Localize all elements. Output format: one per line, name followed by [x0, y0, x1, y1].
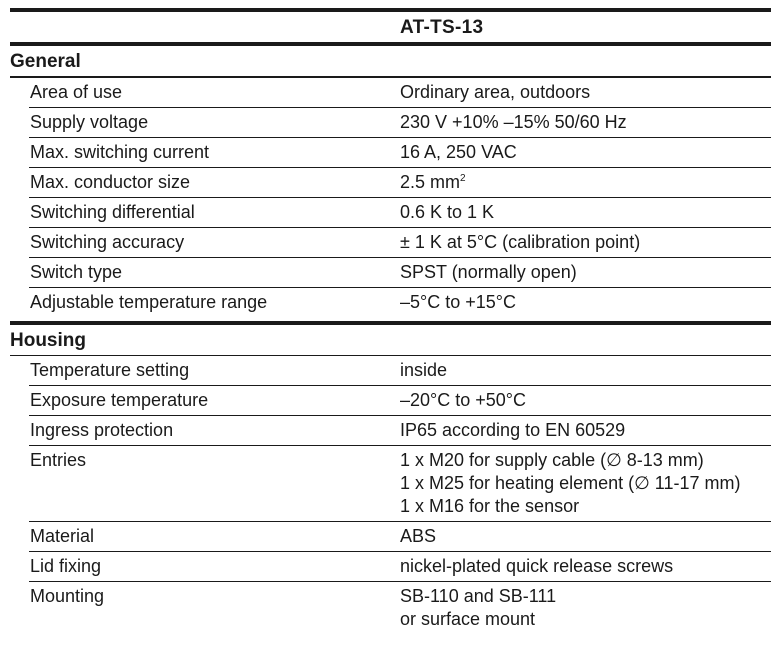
table-row: Temperature setting inside: [29, 356, 771, 386]
row-value: IP65 according to EN 60529: [400, 419, 771, 442]
row-value: Ordinary area, outdoors: [400, 81, 771, 104]
value-line: 1 x M25 for heating element (∅ 11-17 mm): [400, 473, 741, 493]
value-line: 2.5 mm2: [400, 171, 771, 194]
section-divider: [10, 320, 771, 325]
model-name: AT-TS-13: [400, 17, 484, 38]
row-value: 1 x M20 for supply cable (∅ 8-13 mm) 1 x …: [400, 449, 771, 518]
row-label: Entries: [30, 450, 87, 470]
table-row: Mounting SB-110 and SB-111 or surface moun…: [29, 582, 771, 634]
value-text: 2.5 mm: [400, 171, 461, 192]
row-value: 16 A, 250 VAC: [400, 141, 771, 164]
table-row: Exposure temperature –20°C to +50°C: [29, 386, 771, 416]
table-row: Adjustable temperature range –5°C to +15°…: [29, 288, 771, 317]
row-value: –5°C to +15°C: [400, 291, 771, 314]
row-value: –20°C to +50°C: [400, 389, 771, 412]
row-value: SPST (normally open): [400, 261, 771, 284]
row-value: 2.5 mm2: [400, 171, 771, 194]
table-row: Entries 1 x M20 for supply cable (∅ 8-13 …: [29, 446, 771, 522]
table-header: AT-TS-13: [10, 12, 771, 42]
table-row: Ingress protection IP65 according to EN 6…: [29, 416, 771, 446]
table-row: Supply voltage 230 V +10% –15% 50/60 Hz: [29, 108, 771, 138]
row-label: Material: [30, 526, 95, 546]
row-label: Max. switching current: [30, 141, 210, 162]
row-label: Temperature setting: [30, 360, 190, 380]
value-line: IP65 according to EN 60529: [400, 420, 626, 440]
section-general: Area of use Ordinary area, outdoors Suppl…: [10, 78, 771, 317]
table-row: Lid fixing nickel-plated quick release sc…: [29, 552, 771, 582]
value-line: 1 x M20 for supply cable (∅ 8-13 mm): [400, 450, 704, 470]
section-housing: Temperature setting inside Exposure tempe…: [10, 356, 771, 634]
table-row: Switching differential 0.6 K to 1 K: [29, 198, 771, 228]
row-label: Switch type: [30, 261, 123, 282]
value-line: –5°C to +15°C: [400, 291, 516, 312]
row-label: Switching differential: [30, 201, 195, 222]
value-line: ± 1 K at 5°C (calibration point): [400, 231, 641, 252]
row-value: 0.6 K to 1 K: [400, 201, 771, 224]
value-line: –20°C to +50°C: [400, 390, 526, 410]
value-line: 0.6 K to 1 K: [400, 201, 495, 222]
table-row: Max. switching current 16 A, 250 VAC: [29, 138, 771, 168]
section-title-general: General: [10, 51, 81, 72]
row-value: ABS: [400, 525, 771, 548]
value-line: SPST (normally open): [400, 261, 577, 282]
value-line: SB-110 and SB-111: [400, 586, 557, 606]
section-title-housing: Housing: [10, 329, 86, 351]
row-value: ± 1 K at 5°C (calibration point): [400, 231, 771, 254]
row-label: Adjustable temperature range: [30, 291, 268, 312]
value-line: inside: [400, 360, 448, 380]
value-line: ABS: [400, 526, 437, 546]
value-line: nickel-plated quick release screws: [400, 556, 674, 576]
value-line: or surface mount: [400, 609, 536, 629]
row-label: Lid fixing: [30, 556, 102, 576]
table-row: Area of use Ordinary area, outdoors: [29, 78, 771, 108]
row-value: inside: [400, 359, 771, 382]
row-value: nickel-plated quick release screws: [400, 555, 771, 578]
value-line: 1 x M16 for the sensor: [400, 496, 580, 516]
spec-table: AT-TS-13 General Area of use Ordinary are…: [10, 8, 771, 634]
header-rule: [10, 42, 771, 46]
value-line: 16 A, 250 VAC: [400, 141, 517, 162]
row-label: Supply voltage: [30, 111, 149, 132]
row-label: Mounting: [30, 586, 105, 606]
row-label: Exposure temperature: [30, 390, 209, 410]
superscript: 2: [460, 172, 466, 184]
row-label: Max. conductor size: [30, 171, 191, 192]
row-value: SB-110 and SB-111 or surface mount: [400, 585, 771, 631]
section-rule: [10, 354, 771, 356]
table-row: Material ABS: [29, 522, 771, 552]
value-line: 230 V +10% –15% 50/60 Hz: [400, 111, 627, 132]
table-row: Switch type SPST (normally open): [29, 258, 771, 288]
row-label: Ingress protection: [30, 420, 174, 440]
section-rule: [10, 76, 771, 78]
table-row: Switching accuracy ± 1 K at 5°C (calibrat…: [29, 228, 771, 258]
table-row: Max. conductor size 2.5 mm2: [29, 168, 771, 198]
row-label: Switching accuracy: [30, 231, 185, 252]
value-line: Ordinary area, outdoors: [400, 81, 591, 102]
row-label: Area of use: [30, 81, 123, 102]
row-value: 230 V +10% –15% 50/60 Hz: [400, 111, 771, 134]
top-rule: [10, 8, 771, 12]
